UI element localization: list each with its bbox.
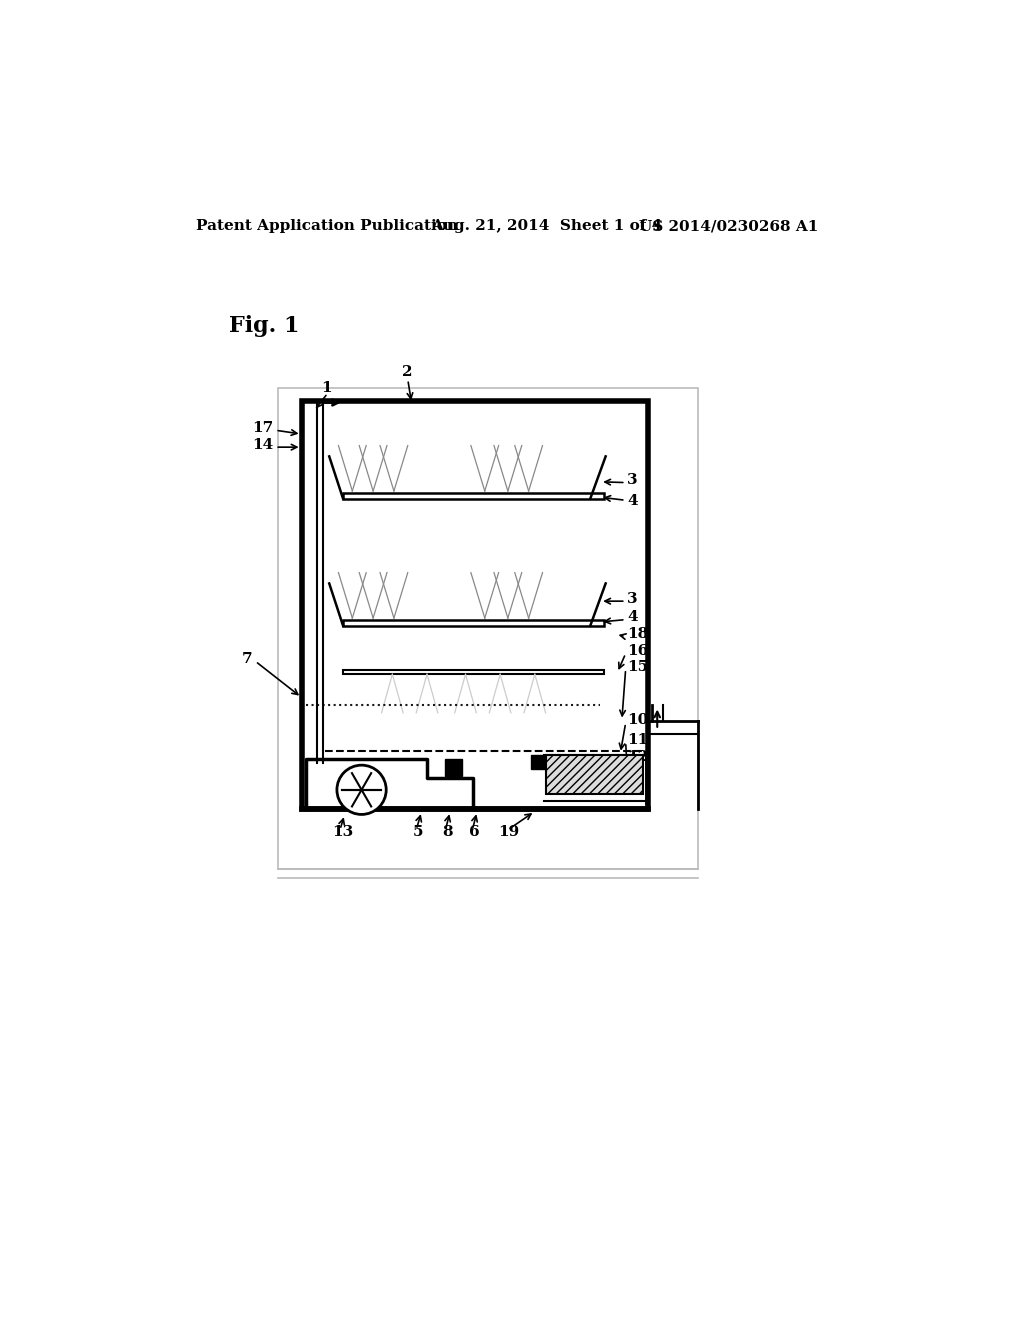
Bar	[547, 755, 643, 793]
Text: 4: 4	[628, 610, 638, 624]
Text: 4: 4	[628, 494, 638, 508]
Text: 16: 16	[628, 644, 648, 659]
Text: Fig. 1: Fig. 1	[229, 315, 300, 338]
Text: 17: 17	[252, 421, 273, 434]
Text: 11: 11	[628, 733, 648, 747]
Text: US 2014/0230268 A1: US 2014/0230268 A1	[639, 219, 818, 234]
Text: 3: 3	[628, 591, 638, 606]
Bar	[343, 671, 604, 675]
Text: 10: 10	[628, 714, 648, 727]
Text: Aug. 21, 2014  Sheet 1 of 4: Aug. 21, 2014 Sheet 1 of 4	[431, 219, 663, 234]
Text: 2: 2	[401, 366, 412, 379]
Text: 14: 14	[252, 438, 273, 451]
Text: 5: 5	[413, 825, 424, 840]
Bar	[343, 494, 604, 499]
Bar	[531, 755, 545, 770]
Text: 3: 3	[628, 474, 638, 487]
Text: 13: 13	[333, 825, 353, 840]
Text: 18: 18	[628, 627, 648, 642]
Text: 15: 15	[628, 660, 648, 673]
Text: Patent Application Publication: Patent Application Publication	[196, 219, 458, 234]
Text: 19: 19	[499, 825, 520, 840]
Bar	[301, 401, 648, 809]
Text: 7: 7	[243, 652, 253, 665]
Text: 8: 8	[442, 825, 453, 840]
Bar	[279, 388, 698, 869]
Circle shape	[337, 766, 386, 814]
Bar	[343, 620, 604, 626]
Text: 1: 1	[322, 381, 332, 395]
Text: 6: 6	[469, 825, 480, 840]
Text: 12: 12	[628, 751, 648, 764]
Bar	[444, 759, 462, 776]
